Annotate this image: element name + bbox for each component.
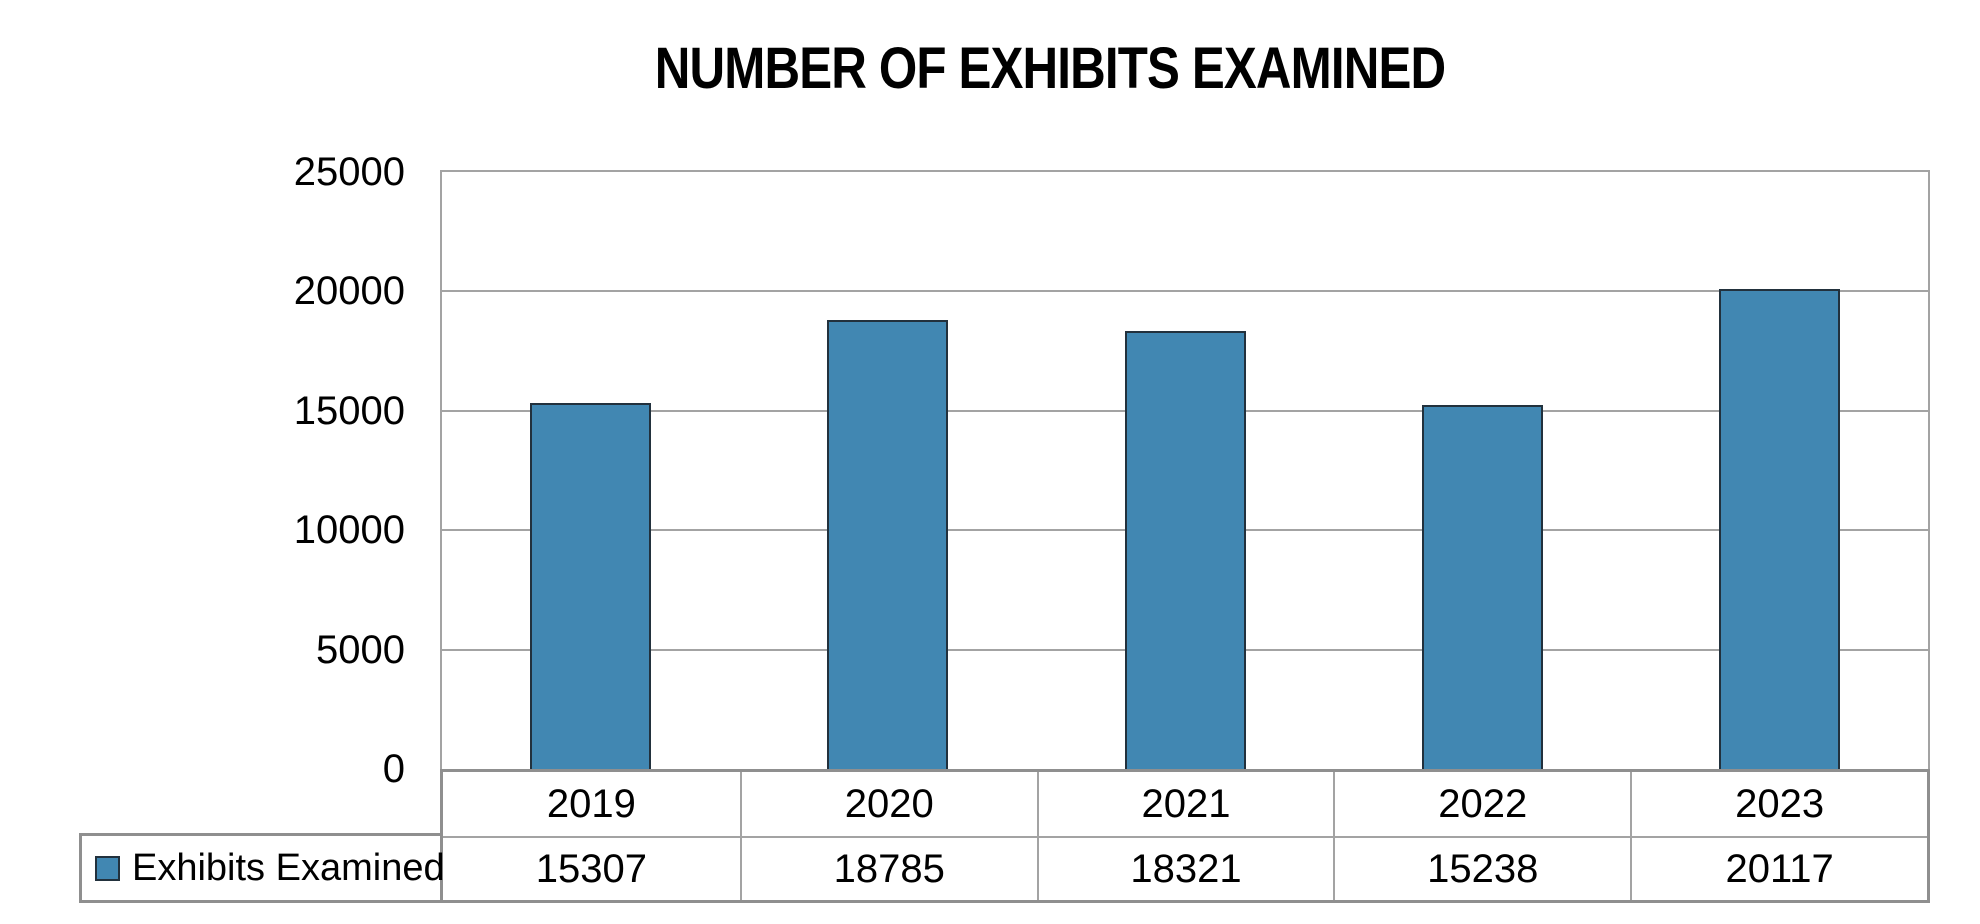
- value-cell: 15307: [443, 836, 740, 900]
- legend-label: Exhibits Examined: [132, 846, 445, 889]
- bar-2019: [530, 403, 652, 769]
- data-table: 2019 2020 2021 2022 2023 15307 18785 18321 15238…: [440, 769, 1930, 903]
- bar-2023: [1718, 289, 1840, 769]
- y-axis-tick-label: 10000: [293, 508, 405, 552]
- y-axis-tick-label: 25000: [293, 150, 405, 194]
- y-axis-tick-label: 5000: [316, 628, 405, 672]
- y-axis-tick-label: 0: [382, 747, 405, 791]
- year-cell: 2019: [546, 781, 636, 826]
- legend: Exhibits Examined: [79, 833, 445, 903]
- y-axis-tick-label: 20000: [293, 269, 405, 313]
- year-cell: 2020: [739, 772, 1037, 836]
- value-cell: 18321: [1036, 836, 1334, 900]
- plot-area: [440, 170, 1930, 771]
- y-axis-tick-label: 15000: [293, 389, 405, 433]
- bar-2021: [1124, 331, 1246, 769]
- legend-swatch-icon: [95, 855, 120, 881]
- gridline: [442, 290, 1928, 293]
- value-cell: 15238: [1333, 836, 1631, 900]
- chart-title: NUMBER OF EXHIBITS EXAMINED: [654, 36, 1446, 101]
- year-cell: 2022: [1333, 772, 1630, 836]
- value-cell: 18785: [739, 836, 1037, 900]
- value-cell: 20117: [1630, 836, 1927, 900]
- bar-2022: [1421, 405, 1543, 769]
- year-cell: 2021: [1036, 772, 1334, 836]
- year-cell: 2023: [1630, 772, 1927, 836]
- bar-2020: [827, 320, 949, 769]
